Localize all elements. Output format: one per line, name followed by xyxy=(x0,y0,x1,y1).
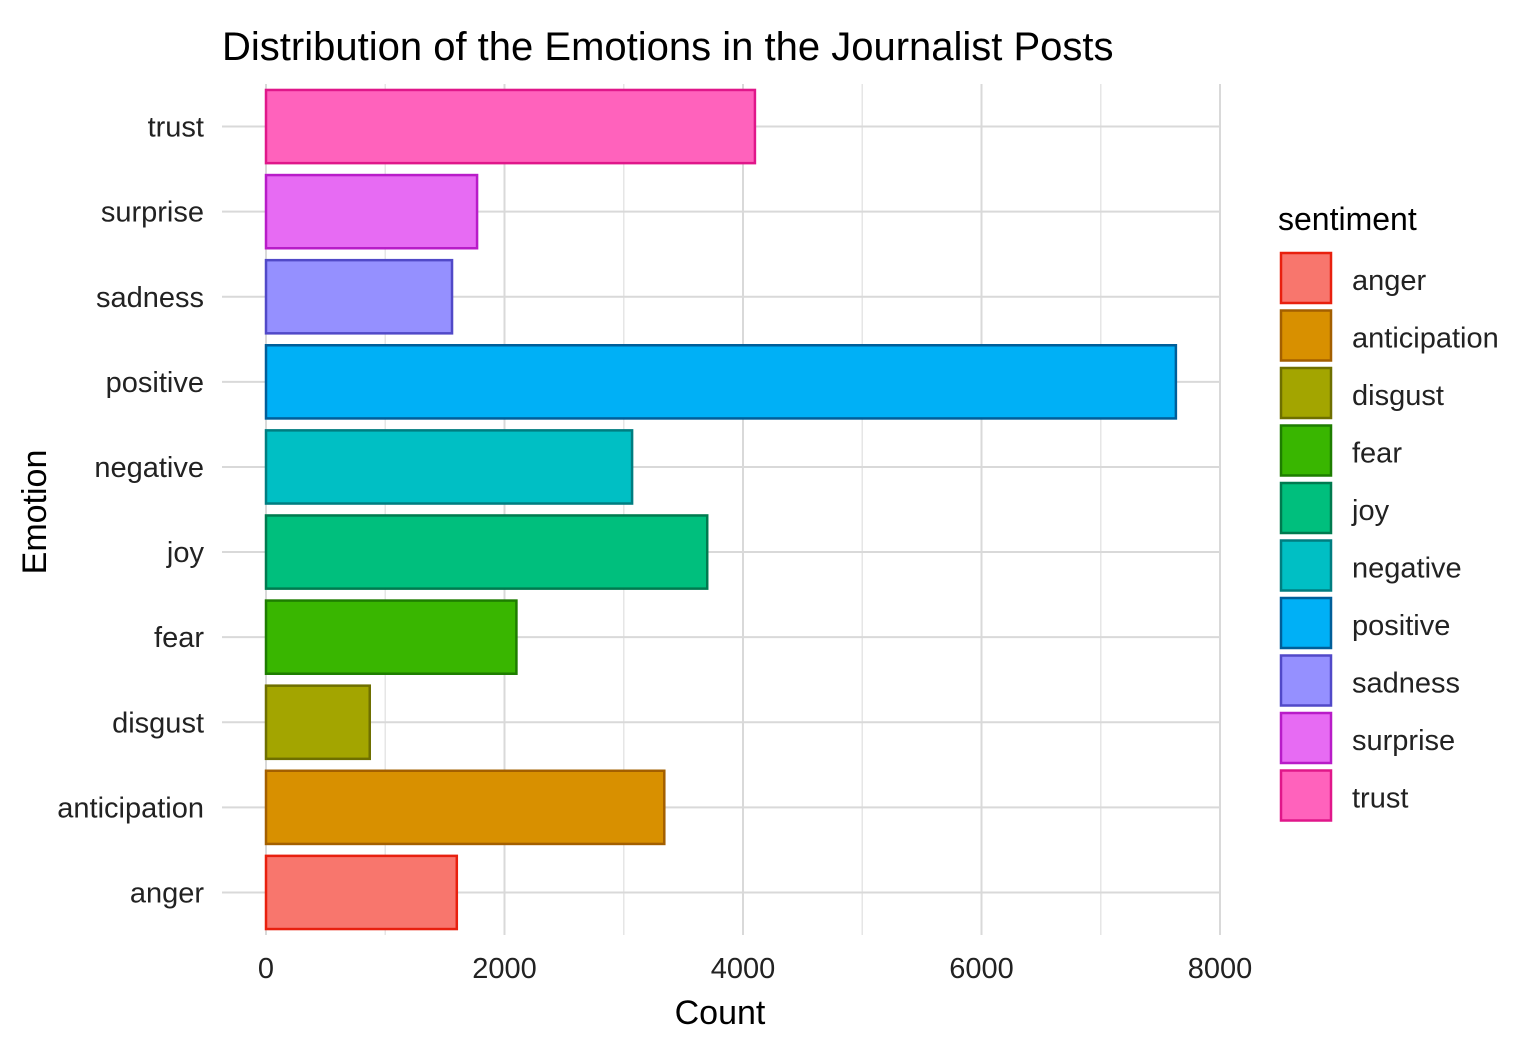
legend-swatch-sadness xyxy=(1279,654,1333,707)
x-tick-label: 0 xyxy=(258,953,274,985)
y-tick-label: anger xyxy=(130,877,205,909)
legend-swatch-anger xyxy=(1279,251,1333,305)
x-tick-label: 6000 xyxy=(949,953,1014,985)
legend-title: sentiment xyxy=(1278,201,1417,237)
bar-sadness xyxy=(264,258,454,335)
y-tick-label: trust xyxy=(148,112,204,144)
bar-positive xyxy=(264,344,1178,420)
legend-label: fear xyxy=(1352,438,1402,470)
legend-items: anger anticipation disgust fear joy negative p… xyxy=(1279,251,1499,822)
y-axis: anger anticipation disgust fear joy negative p… xyxy=(57,112,204,910)
legend-swatch-anticipation xyxy=(1279,309,1333,362)
bar-fear xyxy=(264,599,518,675)
bar-anger xyxy=(264,854,459,931)
legend: sentiment anger anticipation disgust fear jo… xyxy=(1278,201,1499,822)
legend-label: negative xyxy=(1352,553,1462,585)
legend-label: surprise xyxy=(1352,725,1455,757)
chart-title: Distribution of the Emotions in the Jour… xyxy=(222,25,1114,69)
legend-label: sadness xyxy=(1352,668,1460,700)
bar-layer xyxy=(264,88,1178,931)
y-tick-label: surprise xyxy=(101,197,204,229)
x-tick-label: 2000 xyxy=(472,953,537,985)
legend-swatch-disgust xyxy=(1279,366,1333,420)
x-axis-label: Count xyxy=(675,994,766,1032)
bar-joy xyxy=(264,514,709,590)
legend-swatch-trust xyxy=(1279,769,1333,822)
y-tick-label: negative xyxy=(94,452,204,484)
legend-swatch-positive xyxy=(1279,596,1333,650)
legend-label: anger xyxy=(1352,265,1427,297)
x-axis: 0 2000 4000 6000 8000 xyxy=(258,953,1252,985)
legend-label: joy xyxy=(1351,495,1390,527)
y-tick-label: positive xyxy=(106,367,204,399)
y-tick-label: sadness xyxy=(96,282,204,314)
legend-label: trust xyxy=(1352,783,1408,815)
y-tick-label: joy xyxy=(166,537,205,569)
bar-negative xyxy=(264,429,634,505)
y-tick-label: fear xyxy=(154,622,204,654)
legend-swatch-fear xyxy=(1279,424,1333,477)
bar-surprise xyxy=(264,173,479,250)
legend-swatch-joy xyxy=(1279,481,1333,535)
x-tick-label: 4000 xyxy=(711,953,776,985)
y-axis-label: Emotion xyxy=(16,450,54,575)
y-tick-label: anticipation xyxy=(57,792,204,824)
legend-label: positive xyxy=(1352,610,1450,642)
bar-disgust xyxy=(264,684,371,761)
x-tick-label: 8000 xyxy=(1188,953,1253,985)
legend-swatch-surprise xyxy=(1279,711,1333,765)
legend-label: disgust xyxy=(1352,380,1444,412)
legend-swatch-negative xyxy=(1279,539,1333,592)
bar-trust xyxy=(264,88,757,165)
legend-label: anticipation xyxy=(1352,323,1499,355)
bar-anticipation xyxy=(264,769,666,846)
y-tick-label: disgust xyxy=(112,707,204,739)
